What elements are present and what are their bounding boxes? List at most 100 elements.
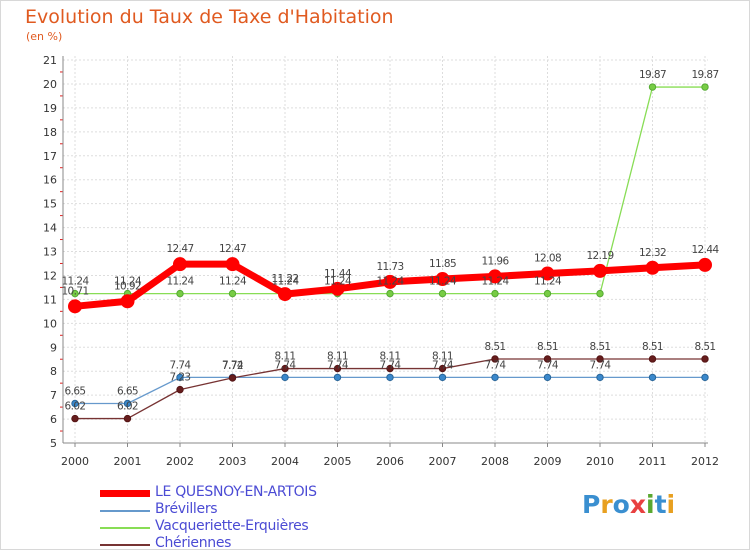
y-tick-label: 7 [50,389,57,402]
data-point-cheriennes [71,414,79,423]
data-label-brevillers: 7.74 [537,359,559,371]
logo-letter: x [629,490,646,519]
data-point-vacqueriette [228,289,237,298]
legend-swatch-vacqueriette [100,527,150,529]
data-point-cheriennes [123,414,132,423]
data-point-le-quesnoy [383,274,397,289]
data-label-le-quesnoy: 12.19 [586,250,613,262]
data-label-brevillers: 7.74 [222,359,244,371]
logo-letter: o [612,490,630,519]
data-point-cheriennes [176,385,184,394]
data-label-vacqueriette: 11.24 [114,276,142,288]
data-point-cheriennes [596,355,604,363]
y-tick-label: 17 [43,150,57,163]
data-label-brevillers: 7.74 [380,359,402,371]
data-point-le-quesnoy [698,257,712,272]
x-tick-label: 2006 [376,455,404,468]
y-tick-label: 8 [50,365,57,378]
data-label-cheriennes: 8.51 [590,341,611,353]
legend-swatch-brevillers [100,510,150,512]
data-label-le-quesnoy: 11.73 [376,261,403,273]
data-label-cheriennes: 8.11 [432,351,453,363]
legend-swatch-cheriennes [100,544,150,546]
data-label-le-quesnoy: 12.32 [639,247,666,259]
data-label-vacqueriette: 11.24 [219,276,247,288]
data-point-cheriennes [543,355,552,363]
series-lines [68,83,712,423]
data-label-brevillers: 6.65 [117,386,138,398]
data-point-vacqueriette [176,289,184,298]
x-tick-label: 2003 [219,455,247,468]
data-point-vacqueriette [438,289,447,298]
data-label-cheriennes: 7.72 [222,360,243,372]
x-tick-label: 2010 [586,455,614,468]
legend-label-le-quesnoy: LE QUESNOY-EN-ARTOIS [155,484,317,500]
data-label-vacqueriette: 11.24 [429,276,457,288]
data-point-brevillers [333,373,342,382]
data-point-brevillers [123,399,132,408]
data-labels: 6.65 6.65 7.74 7.74 7.74 7.74 7.74 7.74 7.74 7.74… [61,69,720,413]
x-tick-label: 2007 [429,455,457,468]
data-label-le-quesnoy: 12.44 [691,244,719,256]
x-tick-label: 2002 [166,455,194,468]
data-label-brevillers: 7.74 [485,359,507,371]
logo-letter: i [666,490,676,519]
data-label-cheriennes: 8.51 [537,341,558,353]
data-label-le-quesnoy: 12.08 [534,253,561,265]
x-tick-label: 2011 [639,455,667,468]
chart-subtitle: (en %) [26,30,63,43]
data-point-le-quesnoy [120,294,135,309]
data-label-cheriennes: 8.11 [380,351,401,363]
data-label-vacqueriette: 11.24 [271,276,299,288]
data-label-le-quesnoy: 11.44 [324,268,352,280]
data-point-le-quesnoy [173,257,187,272]
data-point-le-quesnoy [645,260,660,275]
y-tick-label: 19 [43,102,57,115]
axes: 5 6 7 8 9 10 11 12 13 14 15 16 17 18 19 20 21 2000 2001 200… [43,54,719,468]
proxiti-logo: Proxiti [582,490,675,519]
data-label-cheriennes: 8.51 [695,341,716,353]
legend-label-brevillers: Brévillers [155,501,218,517]
data-point-le-quesnoy [225,257,240,272]
data-label-brevillers: 7.74 [170,359,192,371]
y-tick-label: 5 [50,437,57,450]
data-point-brevillers [176,373,184,382]
data-label-le-quesnoy: 11.85 [429,258,456,270]
x-tick-label: 2000 [61,455,89,468]
data-label-brevillers: 7.74 [590,359,612,371]
data-label-vacqueriette: 19.87 [691,69,718,81]
y-tick-label: 12 [43,269,57,282]
data-point-le-quesnoy [68,299,82,314]
data-point-le-quesnoy [330,281,345,296]
data-point-cheriennes [228,374,237,382]
data-label-vacqueriette: 19.87 [639,69,666,81]
logo-letter: r [600,490,613,519]
x-tick-label: 2009 [534,455,562,468]
data-label-brevillers: 7.74 [432,359,454,371]
data-point-le-quesnoy [278,287,292,302]
logo-letter: i [646,490,655,519]
data-label-le-quesnoy: 11.22 [271,273,298,285]
y-tick-label: 9 [50,341,57,354]
x-tick-label: 2001 [114,455,142,468]
data-label-vacqueriette: 11.24 [534,276,562,288]
data-point-brevillers [543,373,552,382]
logo-letter: P [582,490,601,519]
data-label-vacqueriette: 11.24 [61,276,89,288]
data-label-vacqueriette: 11.24 [376,276,404,288]
data-point-cheriennes [438,364,447,373]
y-tick-label: 11 [43,293,57,306]
logo-letter: t [654,490,667,519]
y-tick-label: 15 [43,198,57,211]
legend-label-cheriennes: Chériennes [155,535,232,551]
data-label-le-quesnoy: 10.92 [114,280,141,292]
x-tick-label: 2004 [271,455,299,468]
x-tick-label: 2008 [481,455,509,468]
data-point-brevillers [386,373,394,382]
data-point-brevillers [701,373,709,382]
data-label-cheriennes: 6.02 [65,401,86,413]
data-label-le-quesnoy: 11.96 [481,255,509,267]
data-label-brevillers: 7.74 [275,359,297,371]
data-point-cheriennes [491,355,499,363]
